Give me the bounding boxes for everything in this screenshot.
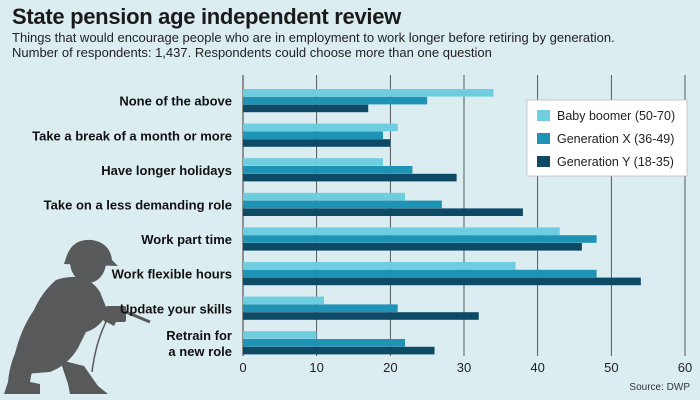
bar-7-0 bbox=[243, 331, 317, 339]
chart-subtitle: Things that would encourage people who a… bbox=[12, 30, 615, 60]
bar-3-2 bbox=[243, 208, 523, 216]
category-label-2: Have longer holidays bbox=[101, 163, 232, 178]
x-tick-label-50: 50 bbox=[604, 360, 618, 375]
x-tick-label-30: 30 bbox=[457, 360, 471, 375]
bar-1-1 bbox=[243, 131, 383, 139]
bar-7-1 bbox=[243, 339, 406, 347]
bar-1-2 bbox=[243, 139, 391, 147]
category-label-6: Update your skills bbox=[120, 301, 232, 316]
bar-4-2 bbox=[243, 243, 582, 251]
bar-6-2 bbox=[243, 312, 479, 320]
bar-2-1 bbox=[243, 166, 413, 174]
bar-5-2 bbox=[243, 277, 641, 286]
x-tick-label-20: 20 bbox=[383, 360, 397, 375]
bar-1-0 bbox=[243, 123, 398, 132]
bar-2-2 bbox=[243, 173, 457, 182]
bar-6-0 bbox=[243, 296, 325, 305]
category-label-5: Work flexible hours bbox=[112, 267, 232, 282]
subtitle-line-2: Number of respondents: 1,437. Respondent… bbox=[12, 45, 492, 60]
bar-7-2 bbox=[243, 346, 435, 355]
bar-5-1 bbox=[243, 269, 597, 278]
bar-6-1 bbox=[243, 304, 398, 312]
legend-label-0: Baby boomer (50-70) bbox=[557, 109, 675, 123]
legend-swatch-2 bbox=[537, 156, 550, 167]
legend-label-1: Generation X (36-49) bbox=[557, 132, 674, 146]
x-tick-label-40: 40 bbox=[530, 360, 544, 375]
category-label-7-1: a new role bbox=[168, 344, 232, 359]
bar-0-1 bbox=[243, 96, 428, 105]
bar-0-0 bbox=[243, 89, 494, 97]
bar-3-0 bbox=[243, 192, 406, 201]
legend-box bbox=[526, 99, 688, 177]
category-label-7-0: Retrain for bbox=[166, 328, 232, 343]
legend-swatch-1 bbox=[537, 133, 550, 144]
bar-2-0 bbox=[243, 158, 383, 166]
subtitle-line-1: Things that would encourage people who a… bbox=[12, 30, 615, 45]
source-note: Source: DWP bbox=[629, 382, 690, 393]
x-tick-label-10: 10 bbox=[309, 360, 323, 375]
legend-swatch-0 bbox=[537, 110, 550, 121]
category-label-1: Take a break of a month or more bbox=[32, 128, 232, 143]
bar-4-1 bbox=[243, 235, 597, 243]
drill-icon bbox=[91, 306, 151, 373]
x-tick-label-0: 0 bbox=[239, 360, 246, 375]
legend-label-2: Generation Y (18-35) bbox=[557, 155, 674, 169]
bar-0-2 bbox=[243, 104, 369, 113]
worker-silhouette-icon bbox=[4, 239, 126, 394]
x-tick-label-60: 60 bbox=[678, 360, 692, 375]
bar-3-1 bbox=[243, 200, 442, 209]
bar-5-0 bbox=[243, 262, 516, 270]
bar-4-0 bbox=[243, 227, 560, 235]
chart-title: State pension age independent review bbox=[12, 4, 401, 29]
category-label-3: Take on a less demanding role bbox=[44, 198, 232, 213]
category-label-0: None of the above bbox=[119, 94, 232, 109]
category-label-4: Work part time bbox=[141, 232, 232, 247]
